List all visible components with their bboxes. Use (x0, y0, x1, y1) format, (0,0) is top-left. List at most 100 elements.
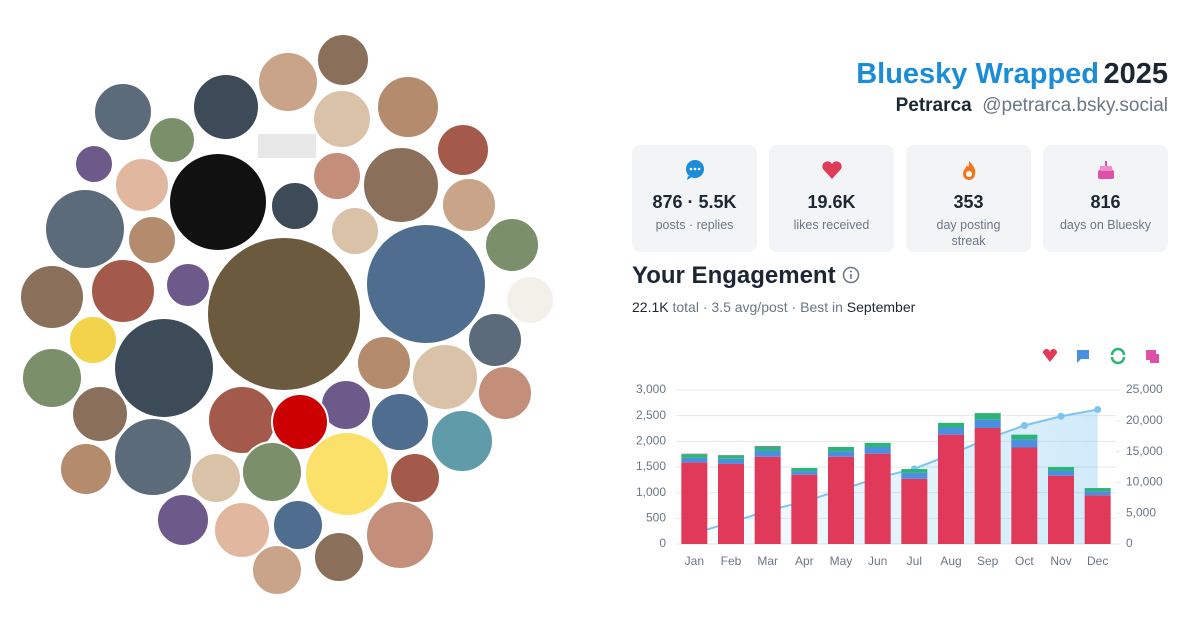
avatar[interactable] (114, 157, 170, 213)
avatar[interactable] (362, 146, 440, 224)
x-tick-label: Feb (721, 554, 742, 568)
stat-value: 19.6K (807, 192, 856, 212)
bar-segment (864, 453, 891, 544)
bar-segment (1084, 495, 1111, 544)
stat-card: 19.6K likes received (769, 145, 894, 252)
avatar[interactable] (467, 312, 523, 368)
avatar[interactable] (19, 264, 85, 330)
legend-icon[interactable] (1146, 350, 1159, 363)
y-tick-label: 1,500 (636, 459, 666, 473)
stat-label: days on Bluesky (1059, 218, 1152, 232)
avatar[interactable] (68, 315, 118, 365)
avatar[interactable] (271, 393, 329, 451)
avatar[interactable] (71, 385, 129, 443)
avatar[interactable] (127, 215, 177, 265)
avatar[interactable] (113, 417, 193, 497)
avatar[interactable] (74, 144, 114, 184)
avatar[interactable] (316, 33, 370, 87)
line-point (1094, 406, 1102, 414)
avatar[interactable] (312, 151, 362, 201)
line-point (690, 529, 698, 537)
avatar[interactable] (90, 258, 156, 324)
heading-text: Your Engagement (632, 262, 836, 289)
avatar[interactable] (330, 206, 380, 256)
avatar[interactable] (258, 134, 316, 158)
avatar[interactable] (156, 493, 210, 547)
x-tick-label: Jul (907, 554, 922, 568)
info-icon[interactable] (842, 266, 860, 284)
y-tick-label: 2,000 (636, 434, 666, 448)
bar-segment (754, 445, 781, 447)
avatar[interactable] (59, 442, 113, 496)
bar-segment (754, 450, 781, 457)
bar-segment (974, 419, 1001, 428)
line-point (837, 486, 845, 494)
bar-segment (938, 434, 964, 544)
legend-icon[interactable] (1110, 347, 1126, 365)
avatar[interactable] (304, 431, 390, 517)
avatar[interactable] (93, 82, 153, 142)
bar-segment (718, 458, 744, 464)
avatar[interactable] (165, 262, 211, 308)
avatar[interactable] (313, 531, 365, 583)
icon (962, 161, 975, 180)
avatar[interactable] (365, 500, 435, 570)
bar-segment (974, 413, 1001, 420)
avatar[interactable] (44, 188, 126, 270)
avatar[interactable] (206, 236, 362, 392)
avatar[interactable] (430, 409, 494, 473)
avatar[interactable] (148, 116, 196, 164)
avatar[interactable] (312, 89, 372, 149)
stat-card: 353 day posting streak (906, 145, 1031, 252)
legend-icon[interactable] (1042, 348, 1058, 362)
bar-segment (901, 478, 928, 544)
avatar[interactable] (370, 392, 430, 452)
bar-segment (791, 468, 818, 472)
x-tick-label: Sep (977, 554, 999, 568)
line-point (947, 450, 955, 458)
avatar[interactable] (190, 452, 242, 504)
avatar[interactable] (241, 441, 303, 503)
avatar[interactable] (356, 335, 412, 391)
bar-segment (974, 427, 1001, 544)
stat-label: posts · replies (655, 218, 734, 232)
legend-icon[interactable] (1077, 350, 1089, 363)
bar-segment (718, 455, 744, 459)
avatar[interactable] (441, 177, 497, 233)
bar-segment (681, 457, 708, 463)
x-tick-label: Mar (757, 554, 778, 568)
x-tick-label: Jan (685, 554, 704, 568)
avatar[interactable] (389, 452, 441, 504)
x-tick-label: Dec (1087, 554, 1108, 568)
avatar[interactable] (168, 152, 268, 252)
avatar[interactable] (484, 217, 540, 273)
bar-segment (1084, 488, 1111, 492)
avatar[interactable] (270, 181, 320, 231)
bar-segment (901, 472, 928, 479)
handle[interactable]: @petrarca.bsky.social (982, 95, 1168, 116)
y-tick-label: 500 (646, 511, 666, 525)
avatar[interactable] (213, 501, 271, 559)
bar-segment (1048, 475, 1074, 544)
avatar[interactable] (436, 123, 490, 177)
avatar[interactable] (365, 223, 487, 345)
bar-segment (828, 451, 854, 457)
line-point (874, 474, 882, 482)
bar-segment (864, 446, 891, 454)
avatar[interactable] (411, 343, 479, 411)
bar-segment (718, 463, 744, 544)
avatar[interactable] (257, 51, 319, 113)
stat-value: 353 (953, 192, 984, 212)
avatar[interactable] (21, 347, 83, 409)
avatar[interactable] (505, 275, 555, 325)
avatar[interactable] (113, 317, 215, 419)
avatar[interactable] (251, 544, 303, 596)
y2-tick-label: 5,000 (1126, 505, 1156, 519)
avatar[interactable] (272, 499, 324, 551)
bar-segment (681, 454, 708, 458)
x-tick-label: Jun (868, 554, 887, 568)
avatar[interactable] (376, 75, 440, 139)
avatar[interactable] (192, 73, 260, 141)
avatar[interactable] (477, 365, 533, 421)
